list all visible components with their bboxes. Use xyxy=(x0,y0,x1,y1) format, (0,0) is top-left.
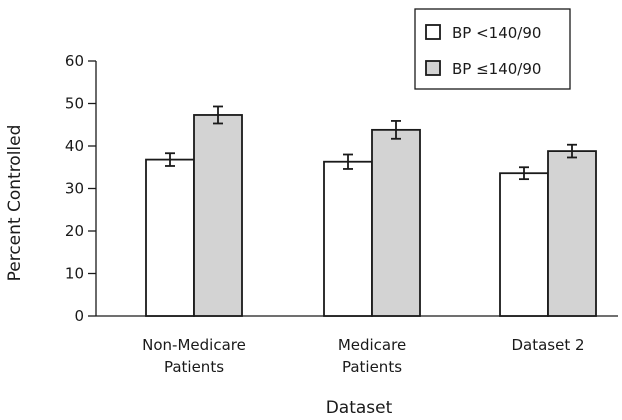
labels: 0 10 20 30 40 50 60 Non-Medicare Patients Medicar… xyxy=(65,52,585,376)
legend-label-series-2: BP ≤140/90 xyxy=(452,60,541,78)
x-category-label-1-line-2: Patients xyxy=(164,358,224,376)
x-category-label-3-line-1: Dataset 2 xyxy=(511,336,584,354)
x-category-label-1-line-1: Non-Medicare xyxy=(142,336,246,354)
bars xyxy=(145,105,597,317)
y-axis-label: Percent Controlled xyxy=(5,125,25,282)
bar-1-3 xyxy=(499,172,549,317)
y-tick-label-60: 60 xyxy=(65,52,84,70)
y-tick-label-50: 50 xyxy=(65,95,84,113)
legend-label-series-1: BP <140/90 xyxy=(452,24,541,42)
bar-2-2 xyxy=(371,128,421,317)
y-tick-label-30: 30 xyxy=(65,180,84,198)
y-tick-label-20: 20 xyxy=(65,222,84,240)
legend: BP <140/90 BP ≤140/90 xyxy=(414,8,571,90)
bar-2-1 xyxy=(193,114,243,317)
legend-swatch-series-2 xyxy=(425,60,441,76)
x-category-label-2-line-1: Medicare xyxy=(338,336,406,354)
y-tick-label-10: 10 xyxy=(65,265,84,283)
x-axis-label: Dataset xyxy=(326,398,393,418)
x-category-label-2-line-2: Patients xyxy=(342,358,402,376)
legend-swatch-series-1 xyxy=(425,24,441,40)
bar-1-1 xyxy=(145,158,195,317)
bar-2-3 xyxy=(547,150,597,317)
y-tick-label-40: 40 xyxy=(65,137,84,155)
y-tick-label-0: 0 xyxy=(74,307,84,325)
bar-1-2 xyxy=(323,160,373,317)
